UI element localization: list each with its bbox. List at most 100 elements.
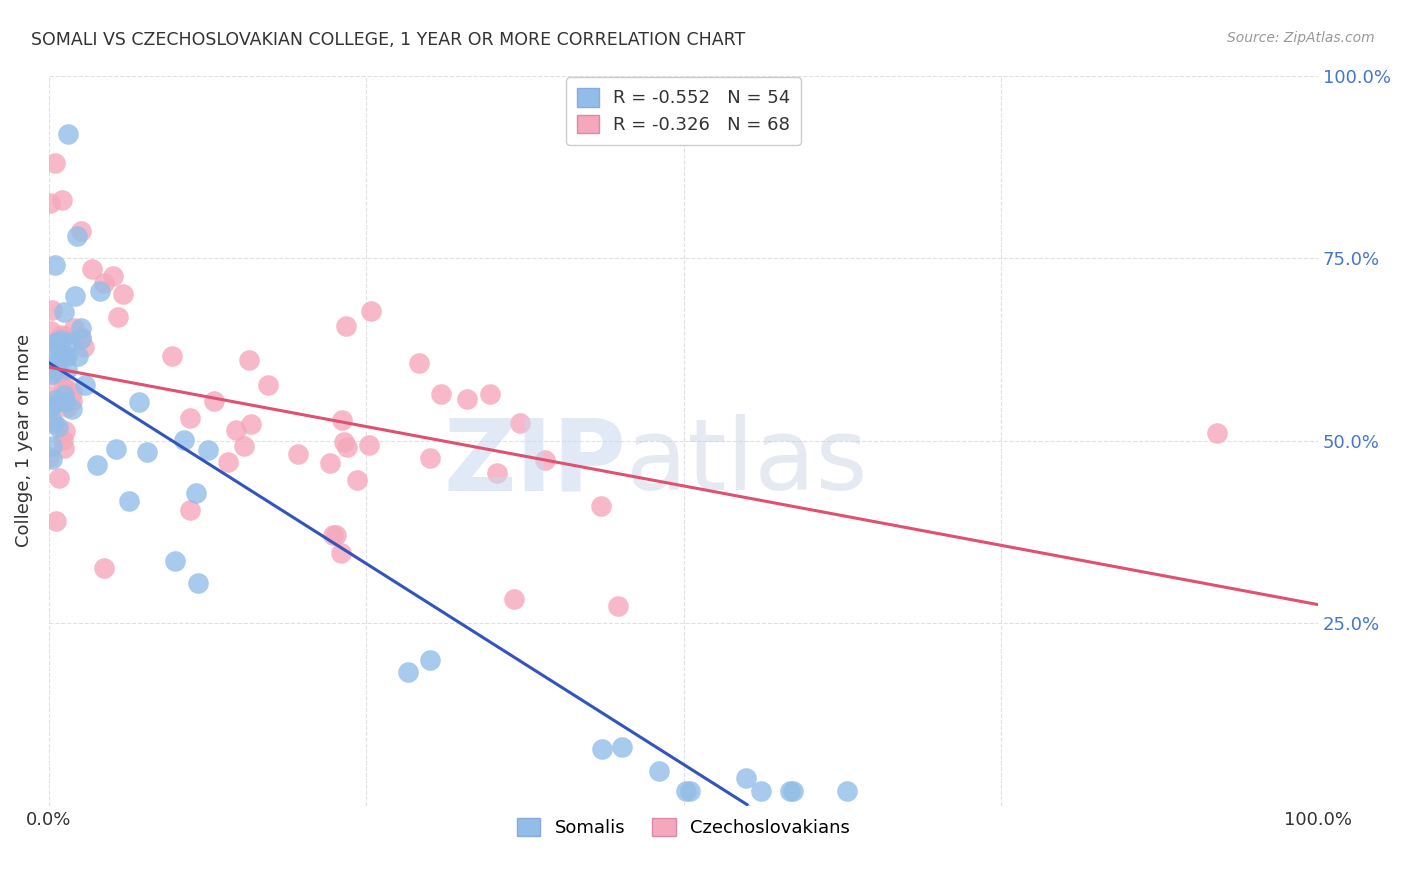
Point bbox=[41, 303, 63, 318]
Y-axis label: College, 1 year or more: College, 1 year or more bbox=[15, 334, 32, 547]
Point bbox=[330, 546, 353, 560]
Point bbox=[456, 392, 478, 406]
Point bbox=[60, 385, 83, 400]
Point bbox=[66, 229, 89, 244]
Point bbox=[38, 401, 60, 416]
Point bbox=[330, 412, 353, 426]
Legend: Somalis, Czechoslovakians: Somalis, Czechoslovakians bbox=[509, 810, 858, 844]
Point bbox=[41, 398, 63, 412]
Point bbox=[41, 337, 63, 351]
Point bbox=[86, 458, 108, 472]
Point bbox=[48, 471, 70, 485]
Point bbox=[408, 355, 430, 369]
Point bbox=[509, 416, 531, 430]
Point bbox=[52, 388, 75, 402]
Point bbox=[287, 447, 309, 461]
Point bbox=[162, 349, 184, 363]
Point bbox=[65, 289, 87, 303]
Point bbox=[679, 784, 702, 798]
Point bbox=[607, 599, 630, 614]
Point bbox=[325, 528, 347, 542]
Point bbox=[51, 193, 73, 207]
Point bbox=[333, 435, 356, 450]
Point bbox=[107, 310, 129, 324]
Point bbox=[56, 400, 79, 414]
Point bbox=[41, 439, 63, 453]
Point bbox=[105, 442, 128, 456]
Point bbox=[60, 394, 83, 409]
Point bbox=[73, 340, 96, 354]
Point bbox=[53, 349, 76, 363]
Point bbox=[647, 764, 669, 778]
Point bbox=[55, 381, 77, 395]
Point bbox=[359, 437, 381, 451]
Point bbox=[163, 554, 186, 568]
Point bbox=[217, 455, 239, 469]
Point bbox=[48, 365, 70, 379]
Point bbox=[101, 268, 124, 283]
Point bbox=[62, 320, 84, 334]
Point bbox=[118, 494, 141, 508]
Point bbox=[202, 393, 225, 408]
Point bbox=[485, 466, 508, 480]
Point bbox=[396, 665, 419, 679]
Point bbox=[49, 333, 72, 347]
Point bbox=[42, 356, 65, 370]
Point bbox=[187, 576, 209, 591]
Point bbox=[591, 742, 613, 756]
Point bbox=[56, 127, 79, 141]
Point bbox=[53, 305, 76, 319]
Point bbox=[135, 445, 157, 459]
Text: atlas: atlas bbox=[627, 414, 868, 511]
Point bbox=[53, 424, 76, 438]
Point bbox=[70, 333, 93, 347]
Point bbox=[39, 410, 62, 425]
Point bbox=[322, 528, 344, 542]
Point bbox=[591, 499, 613, 513]
Text: SOMALI VS CZECHOSLOVAKIAN COLLEGE, 1 YEAR OR MORE CORRELATION CHART: SOMALI VS CZECHOSLOVAKIAN COLLEGE, 1 YEA… bbox=[31, 31, 745, 49]
Point bbox=[240, 417, 263, 431]
Point bbox=[336, 440, 359, 454]
Point bbox=[610, 740, 633, 755]
Point bbox=[38, 450, 60, 465]
Point bbox=[69, 330, 91, 344]
Point bbox=[39, 324, 62, 338]
Point bbox=[49, 327, 72, 342]
Point bbox=[66, 349, 89, 363]
Point bbox=[45, 334, 67, 349]
Point bbox=[44, 363, 66, 377]
Point bbox=[53, 441, 76, 455]
Point bbox=[782, 784, 804, 798]
Point bbox=[52, 346, 75, 360]
Point bbox=[69, 320, 91, 334]
Point bbox=[179, 503, 201, 517]
Point bbox=[184, 485, 207, 500]
Text: ZIP: ZIP bbox=[443, 414, 627, 511]
Point bbox=[46, 354, 69, 368]
Point bbox=[59, 334, 82, 349]
Point bbox=[41, 452, 63, 467]
Point bbox=[346, 474, 368, 488]
Point bbox=[53, 329, 76, 343]
Point bbox=[38, 196, 60, 211]
Point bbox=[534, 452, 557, 467]
Point bbox=[44, 156, 66, 170]
Point bbox=[779, 784, 801, 798]
Point bbox=[80, 262, 103, 277]
Point bbox=[233, 439, 256, 453]
Point bbox=[45, 514, 67, 528]
Point bbox=[44, 340, 66, 354]
Point bbox=[38, 388, 60, 402]
Point bbox=[93, 561, 115, 575]
Point bbox=[128, 394, 150, 409]
Point bbox=[55, 350, 77, 364]
Text: Source: ZipAtlas.com: Source: ZipAtlas.com bbox=[1227, 31, 1375, 45]
Point bbox=[70, 224, 93, 238]
Point bbox=[73, 377, 96, 392]
Point bbox=[1205, 426, 1227, 441]
Point bbox=[225, 423, 247, 437]
Point bbox=[44, 258, 66, 272]
Point bbox=[42, 416, 65, 430]
Point bbox=[52, 434, 75, 448]
Point bbox=[44, 392, 66, 407]
